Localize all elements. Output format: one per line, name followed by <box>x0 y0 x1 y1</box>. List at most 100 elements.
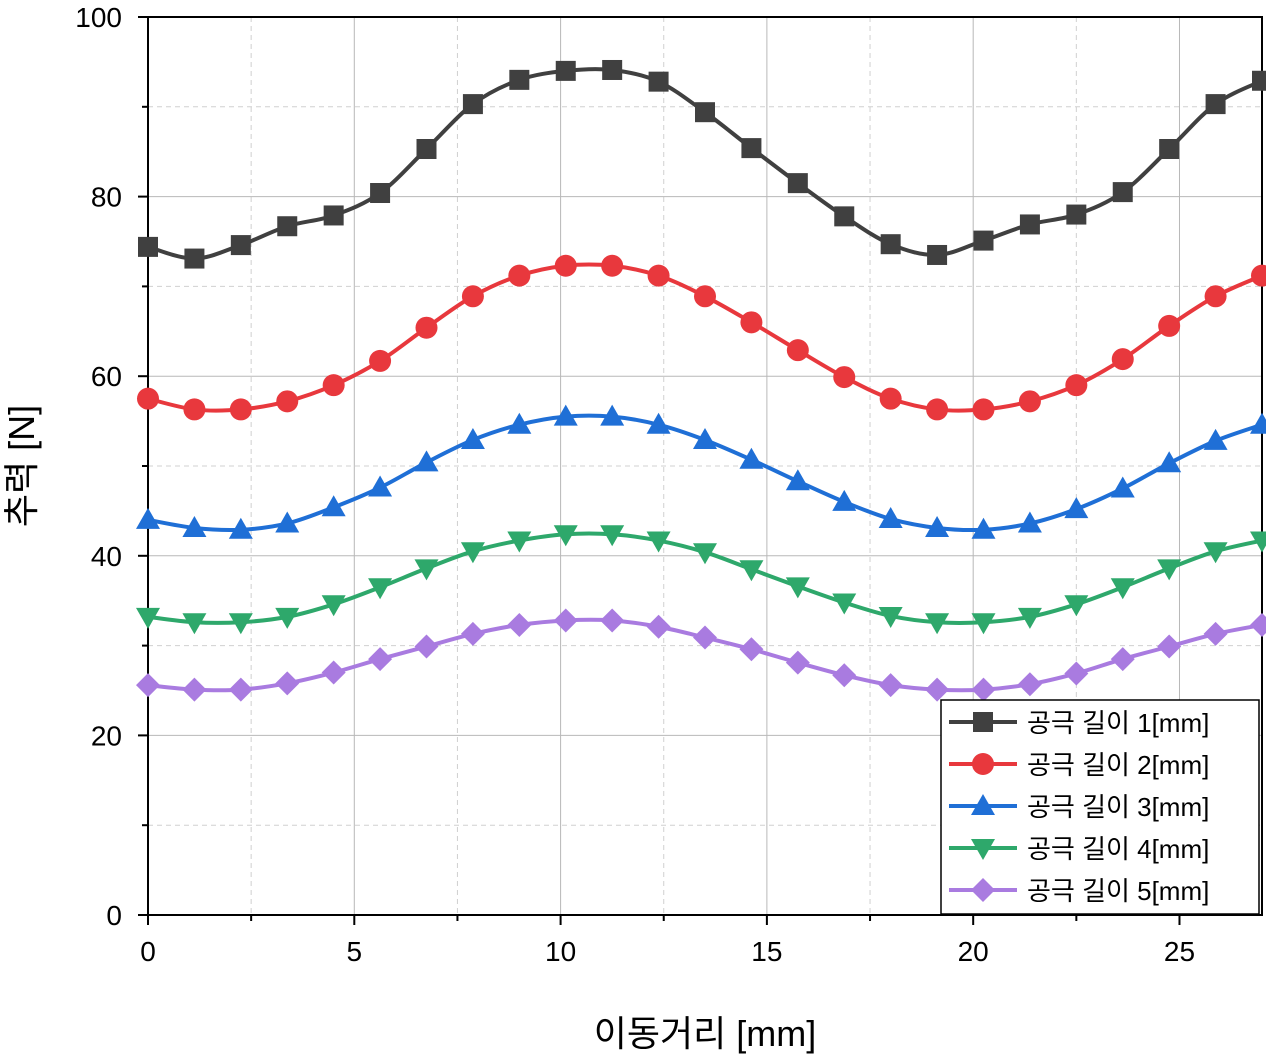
series-2-point <box>972 398 995 421</box>
series-2-point <box>461 285 484 308</box>
series-2 <box>137 254 1266 421</box>
series-3-point <box>1110 476 1135 498</box>
legend-marker <box>973 712 993 732</box>
series-1-point <box>787 173 808 194</box>
series-3-point <box>600 404 625 426</box>
series-5-point <box>321 660 346 685</box>
series-3-point <box>228 517 253 539</box>
series-5-point <box>553 608 578 633</box>
series-5-point <box>368 647 393 672</box>
series-4-point <box>553 525 578 547</box>
series-3-point <box>275 511 300 533</box>
series-4-point <box>646 531 671 553</box>
series-2-point <box>694 285 716 308</box>
series-2-point <box>601 254 624 277</box>
series-3-point <box>460 427 485 449</box>
series-2-point <box>415 316 438 339</box>
series-5-point <box>832 663 857 688</box>
series-5-point <box>971 677 996 702</box>
series-2-point <box>1251 264 1266 287</box>
series-5-point <box>228 677 253 702</box>
series-3-point <box>832 489 857 511</box>
series-3-point <box>971 517 996 539</box>
series-5-point <box>1064 661 1089 686</box>
series-5-point <box>1157 634 1182 659</box>
series-4-point <box>1250 531 1266 553</box>
series-3-point <box>1017 511 1042 533</box>
series-1-point <box>370 183 391 204</box>
y-tick-label: 20 <box>91 720 122 751</box>
series-1-point <box>927 244 948 265</box>
y-tick-label: 40 <box>91 541 122 572</box>
legend-label: 공극 길이 2[mm] <box>1027 750 1209 780</box>
series-3-point <box>785 469 810 491</box>
series-1-point <box>1019 214 1040 235</box>
series-4-point <box>1203 542 1228 564</box>
series-2-point <box>508 264 531 287</box>
series-1-point <box>323 205 344 226</box>
series-3-point <box>646 412 671 434</box>
series-4-point <box>414 559 439 581</box>
y-tick-label: 0 <box>106 900 122 931</box>
series-4 <box>136 525 1266 635</box>
legend: 공극 길이 1[mm] 공극 길이 2[mm] 공극 길이 3[mm] 공극 길이 4… <box>940 699 1260 915</box>
series-5-point <box>136 673 160 698</box>
legend-label: 공극 길이 1[mm] <box>1027 708 1209 738</box>
series-1-point <box>277 216 298 237</box>
series-3-point <box>136 507 160 529</box>
x-tick-label: 0 <box>140 936 156 967</box>
series-1-point <box>138 236 158 257</box>
y-tick-label: 100 <box>75 2 122 33</box>
series-5-point <box>1203 621 1228 646</box>
series-3-point <box>368 475 393 497</box>
series-5-point <box>1017 672 1042 697</box>
legend-marker <box>971 794 995 815</box>
series-1-point <box>1252 70 1266 91</box>
series-1-point <box>1066 204 1087 225</box>
series-3-point <box>693 427 717 449</box>
series-2-point <box>183 398 206 421</box>
series-4-point <box>600 525 625 547</box>
y-tick-label: 80 <box>91 182 122 213</box>
y-tick-label: 60 <box>91 361 122 392</box>
series-2-point <box>647 264 670 287</box>
series-1-point <box>695 102 715 123</box>
x-tick-label: 5 <box>347 936 363 967</box>
series-5-point <box>1110 647 1135 672</box>
legend-label: 공극 길이 3[mm] <box>1027 792 1209 822</box>
series-5-point <box>275 671 300 696</box>
series-4-point <box>785 577 810 599</box>
series-2-point <box>926 398 949 421</box>
series-1-point <box>880 234 901 255</box>
legend-label: 공극 길이 4[mm] <box>1027 834 1209 864</box>
series-1-point <box>834 206 855 227</box>
series-4-point <box>460 542 485 564</box>
series-2-point <box>554 254 577 277</box>
series-5-point <box>925 677 950 702</box>
series-1 <box>138 59 1266 269</box>
series-5 <box>136 608 1266 702</box>
series-5-point <box>693 625 717 650</box>
legend-marker <box>971 839 995 860</box>
series-1-point <box>1205 94 1226 115</box>
series-4-point <box>1157 559 1182 581</box>
series-1-point <box>1112 182 1133 203</box>
series-2-point <box>229 398 252 421</box>
series-5-point <box>182 677 207 702</box>
series-3-point <box>739 447 764 469</box>
series-4-point <box>1110 578 1135 600</box>
series-4-point <box>321 595 346 617</box>
series-1-point <box>509 69 530 90</box>
series-3-point <box>1250 412 1266 434</box>
series-4-point <box>182 613 207 635</box>
series-2-point <box>879 387 902 410</box>
series-1-point <box>973 230 994 251</box>
series-3-point <box>878 506 903 528</box>
series-2-point <box>1204 285 1227 308</box>
series-2-point <box>1065 374 1088 397</box>
series-5-point <box>785 650 810 675</box>
series-3-point <box>925 515 950 537</box>
series-4-point <box>925 613 950 635</box>
